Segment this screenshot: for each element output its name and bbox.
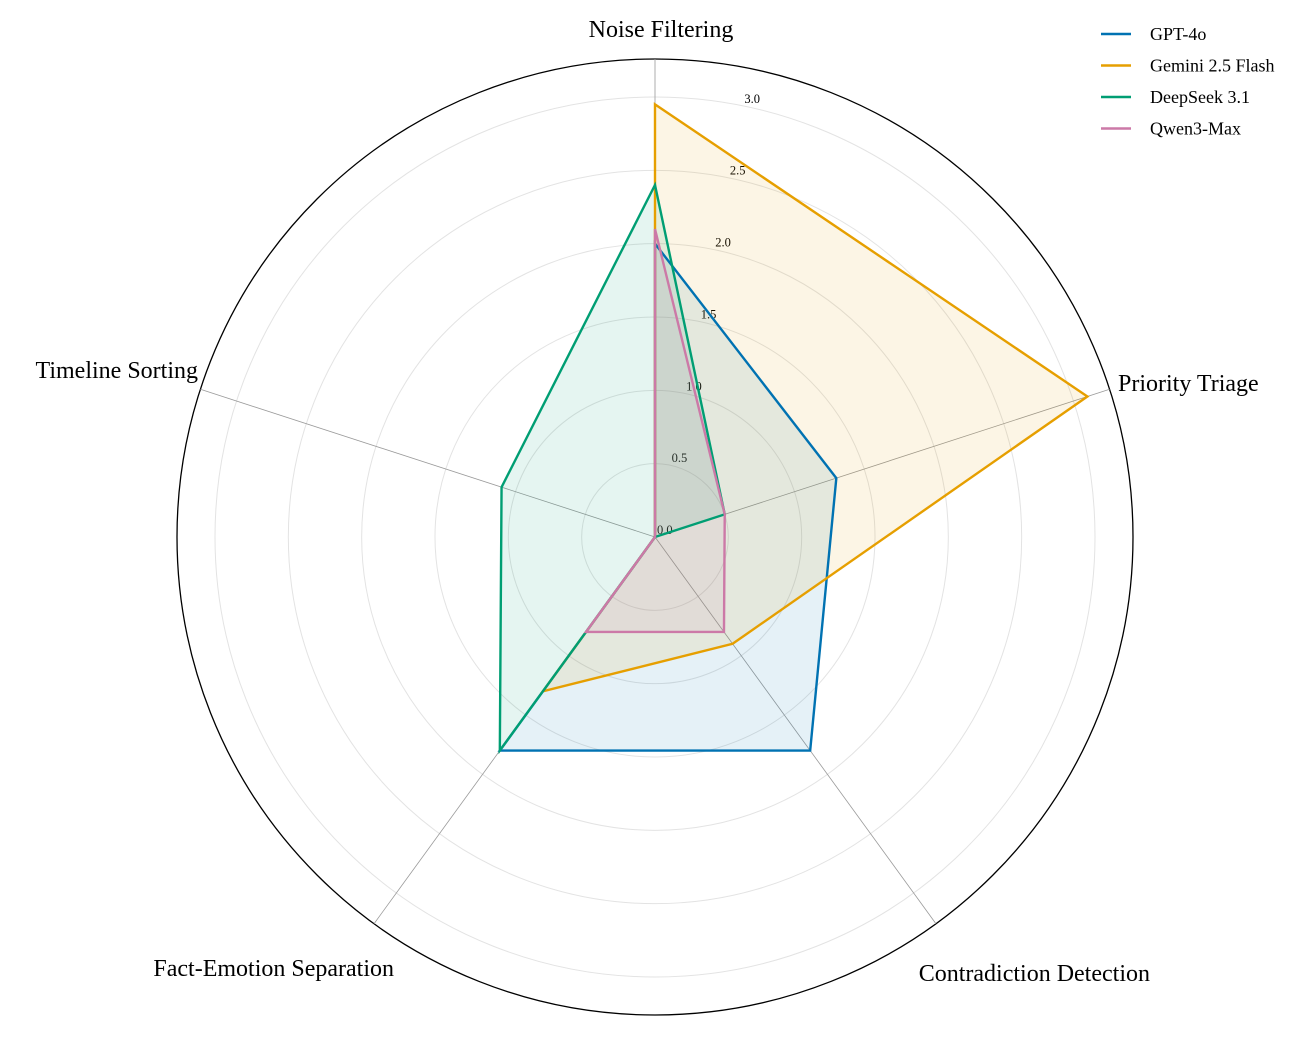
series-fill <box>499 185 725 751</box>
axis-label: Contradiction Detection <box>919 961 1150 987</box>
legend: GPT-4o Gemini 2.5 Flash DeepSeek 3.1 Qwen3-… <box>1101 24 1275 139</box>
legend-entry: Qwen3-Max <box>1150 119 1241 139</box>
series-line <box>498 181 727 755</box>
radial-tick-label: 3.0 <box>744 92 760 106</box>
legend-entry: DeepSeek 3.1 <box>1150 87 1250 107</box>
radial-tick-label: 0.5 <box>672 451 688 465</box>
axis-label: Fact-Emotion Separation <box>153 956 394 982</box>
series-line <box>583 228 726 634</box>
axis-label: Priority Triage <box>1118 371 1259 397</box>
legend-entry: Gemini 2.5 Flash <box>1150 56 1275 76</box>
axis-label: Timeline Sorting <box>36 358 198 384</box>
axis-spoke <box>654 536 937 924</box>
radial-tick-label: 2.0 <box>715 236 731 250</box>
radial-tick-label: 2.5 <box>730 164 746 178</box>
series-fill <box>542 104 1088 692</box>
axis-spoke <box>200 388 656 538</box>
axis-label: Noise Filtering <box>589 17 734 43</box>
axis-labels: Noise Filtering Priority Triage Contradict… <box>36 17 1259 987</box>
axis-spoke <box>654 388 1110 538</box>
legend-entry: GPT-4o <box>1150 24 1206 44</box>
series-layer <box>497 102 1090 755</box>
